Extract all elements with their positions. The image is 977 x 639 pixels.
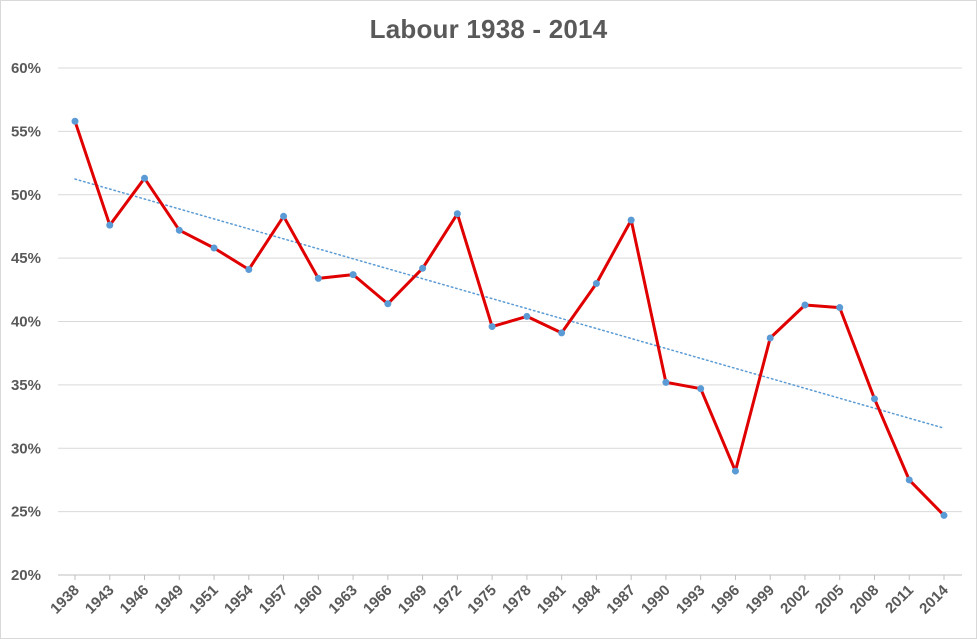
data-point-marker	[592, 279, 600, 287]
y-tick-label: 35%	[11, 377, 41, 394]
data-point-marker	[627, 216, 635, 224]
data-point-marker	[731, 467, 739, 475]
x-tick-label: 2002	[777, 582, 813, 618]
data-point-marker	[766, 334, 774, 342]
y-tick-label: 30%	[11, 440, 41, 457]
data-point-marker	[349, 271, 357, 279]
data-point-marker	[801, 301, 809, 309]
data-point-marker	[836, 304, 844, 312]
y-tick-label: 20%	[11, 567, 41, 584]
x-tick-label: 1972	[430, 582, 466, 618]
data-point-marker	[210, 244, 218, 252]
x-tick-label: 1990	[638, 582, 674, 618]
x-tick-label: 1963	[325, 582, 361, 618]
data-point-marker	[488, 323, 496, 331]
y-tick-label: 25%	[11, 504, 41, 521]
data-point-marker	[106, 221, 114, 229]
data-point-marker	[71, 117, 79, 125]
data-point-marker	[280, 212, 288, 220]
data-point-marker	[453, 210, 461, 218]
x-tick-label: 1978	[499, 582, 535, 618]
data-point-marker	[314, 274, 322, 282]
data-point-marker	[419, 264, 427, 272]
data-point-marker	[870, 395, 878, 403]
x-tick-label: 1946	[117, 582, 153, 618]
chart-title: Labour 1938 - 2014	[369, 14, 608, 44]
y-tick-label: 45%	[11, 250, 41, 267]
x-tick-label: 1993	[673, 582, 709, 618]
x-tick-label: 1951	[186, 582, 222, 618]
data-point-marker	[558, 329, 566, 337]
x-tick-label: 2008	[847, 582, 883, 618]
data-point-marker	[245, 266, 253, 274]
x-tick-label: 2011	[882, 582, 917, 617]
x-tick-label: 1957	[256, 582, 292, 618]
x-tick-label: 2014	[916, 581, 952, 617]
x-tick-label: 1966	[360, 582, 396, 618]
x-tick-label: 1943	[82, 582, 118, 618]
series-line	[73, 120, 946, 517]
x-tick-label: 1969	[395, 582, 431, 618]
x-tick-label: 1984	[569, 581, 605, 617]
data-point-marker	[940, 511, 948, 519]
x-tick-label: 1938	[47, 582, 83, 618]
x-tick-label: 1960	[291, 582, 327, 618]
y-tick-label: 60%	[11, 60, 41, 77]
x-tick-label: 1987	[603, 582, 639, 618]
x-tick-label: 1954	[221, 581, 257, 617]
y-tick-label: 55%	[11, 123, 41, 140]
x-tick-label: 1999	[742, 582, 778, 618]
x-tick-label: 1996	[708, 582, 744, 618]
data-point-marker	[905, 476, 913, 484]
data-point-marker	[175, 226, 183, 234]
data-point-marker	[141, 174, 149, 182]
y-tick-label: 40%	[11, 314, 41, 331]
data-point-marker	[523, 312, 531, 320]
data-point-marker	[697, 385, 705, 393]
data-point-marker	[384, 300, 392, 308]
data-point-marker	[662, 378, 670, 386]
x-tick-label: 1981	[534, 582, 570, 618]
x-tick-label: 1975	[464, 582, 500, 618]
x-tick-label: 2005	[812, 582, 848, 618]
trendline	[74, 178, 945, 429]
y-tick-label: 50%	[11, 187, 41, 204]
x-tick-label: 1949	[151, 582, 187, 618]
